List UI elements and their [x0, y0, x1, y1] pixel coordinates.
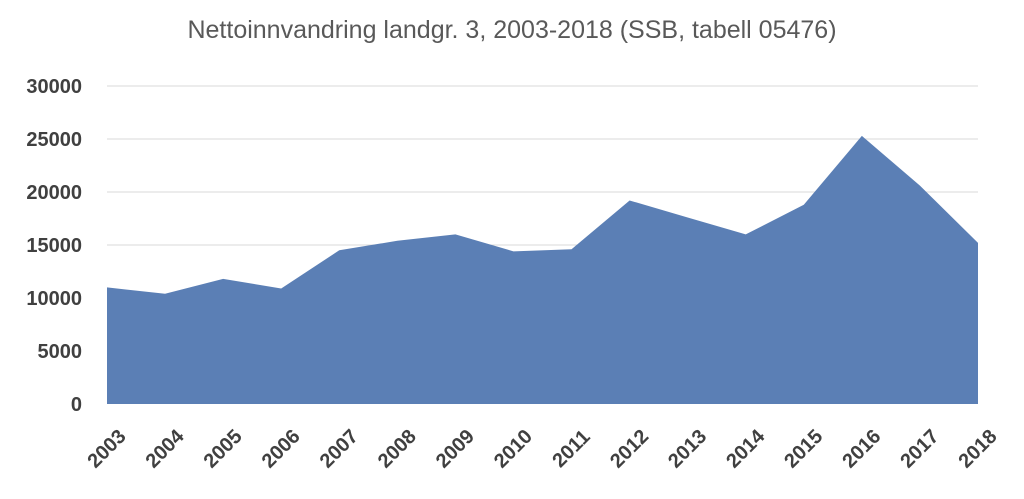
x-tick-label: 2013 — [664, 425, 711, 472]
x-tick-label: 2018 — [954, 425, 1001, 472]
x-tick-label: 2014 — [722, 425, 770, 473]
y-tick-label: 10000 — [26, 288, 82, 310]
x-tick-label: 2009 — [432, 425, 479, 472]
x-tick-label: 2007 — [316, 425, 363, 472]
x-tick-label: 2016 — [838, 425, 885, 472]
x-tick-label: 2005 — [200, 425, 247, 472]
area-series — [107, 135, 978, 404]
x-tick-label: 2010 — [490, 425, 537, 472]
x-tick-label: 2006 — [258, 425, 305, 472]
y-tick-label: 0 — [71, 394, 82, 416]
x-tick-label: 2008 — [374, 425, 421, 472]
x-tick-label: 2011 — [548, 426, 594, 472]
x-tick-label: 2012 — [606, 425, 653, 472]
x-tick-label: 2015 — [780, 425, 827, 472]
x-tick-label: 2017 — [896, 425, 943, 472]
chart-title: Nettoinnvandring landgr. 3, 2003-2018 (S… — [187, 16, 837, 44]
y-tick-label: 15000 — [26, 235, 82, 257]
y-tick-label: 30000 — [26, 76, 82, 98]
y-tick-label: 20000 — [26, 182, 82, 204]
x-tick-label: 2004 — [142, 425, 190, 473]
y-tick-label: 25000 — [26, 129, 82, 151]
x-tick-label: 2003 — [83, 425, 130, 472]
y-tick-label: 5000 — [38, 341, 83, 363]
